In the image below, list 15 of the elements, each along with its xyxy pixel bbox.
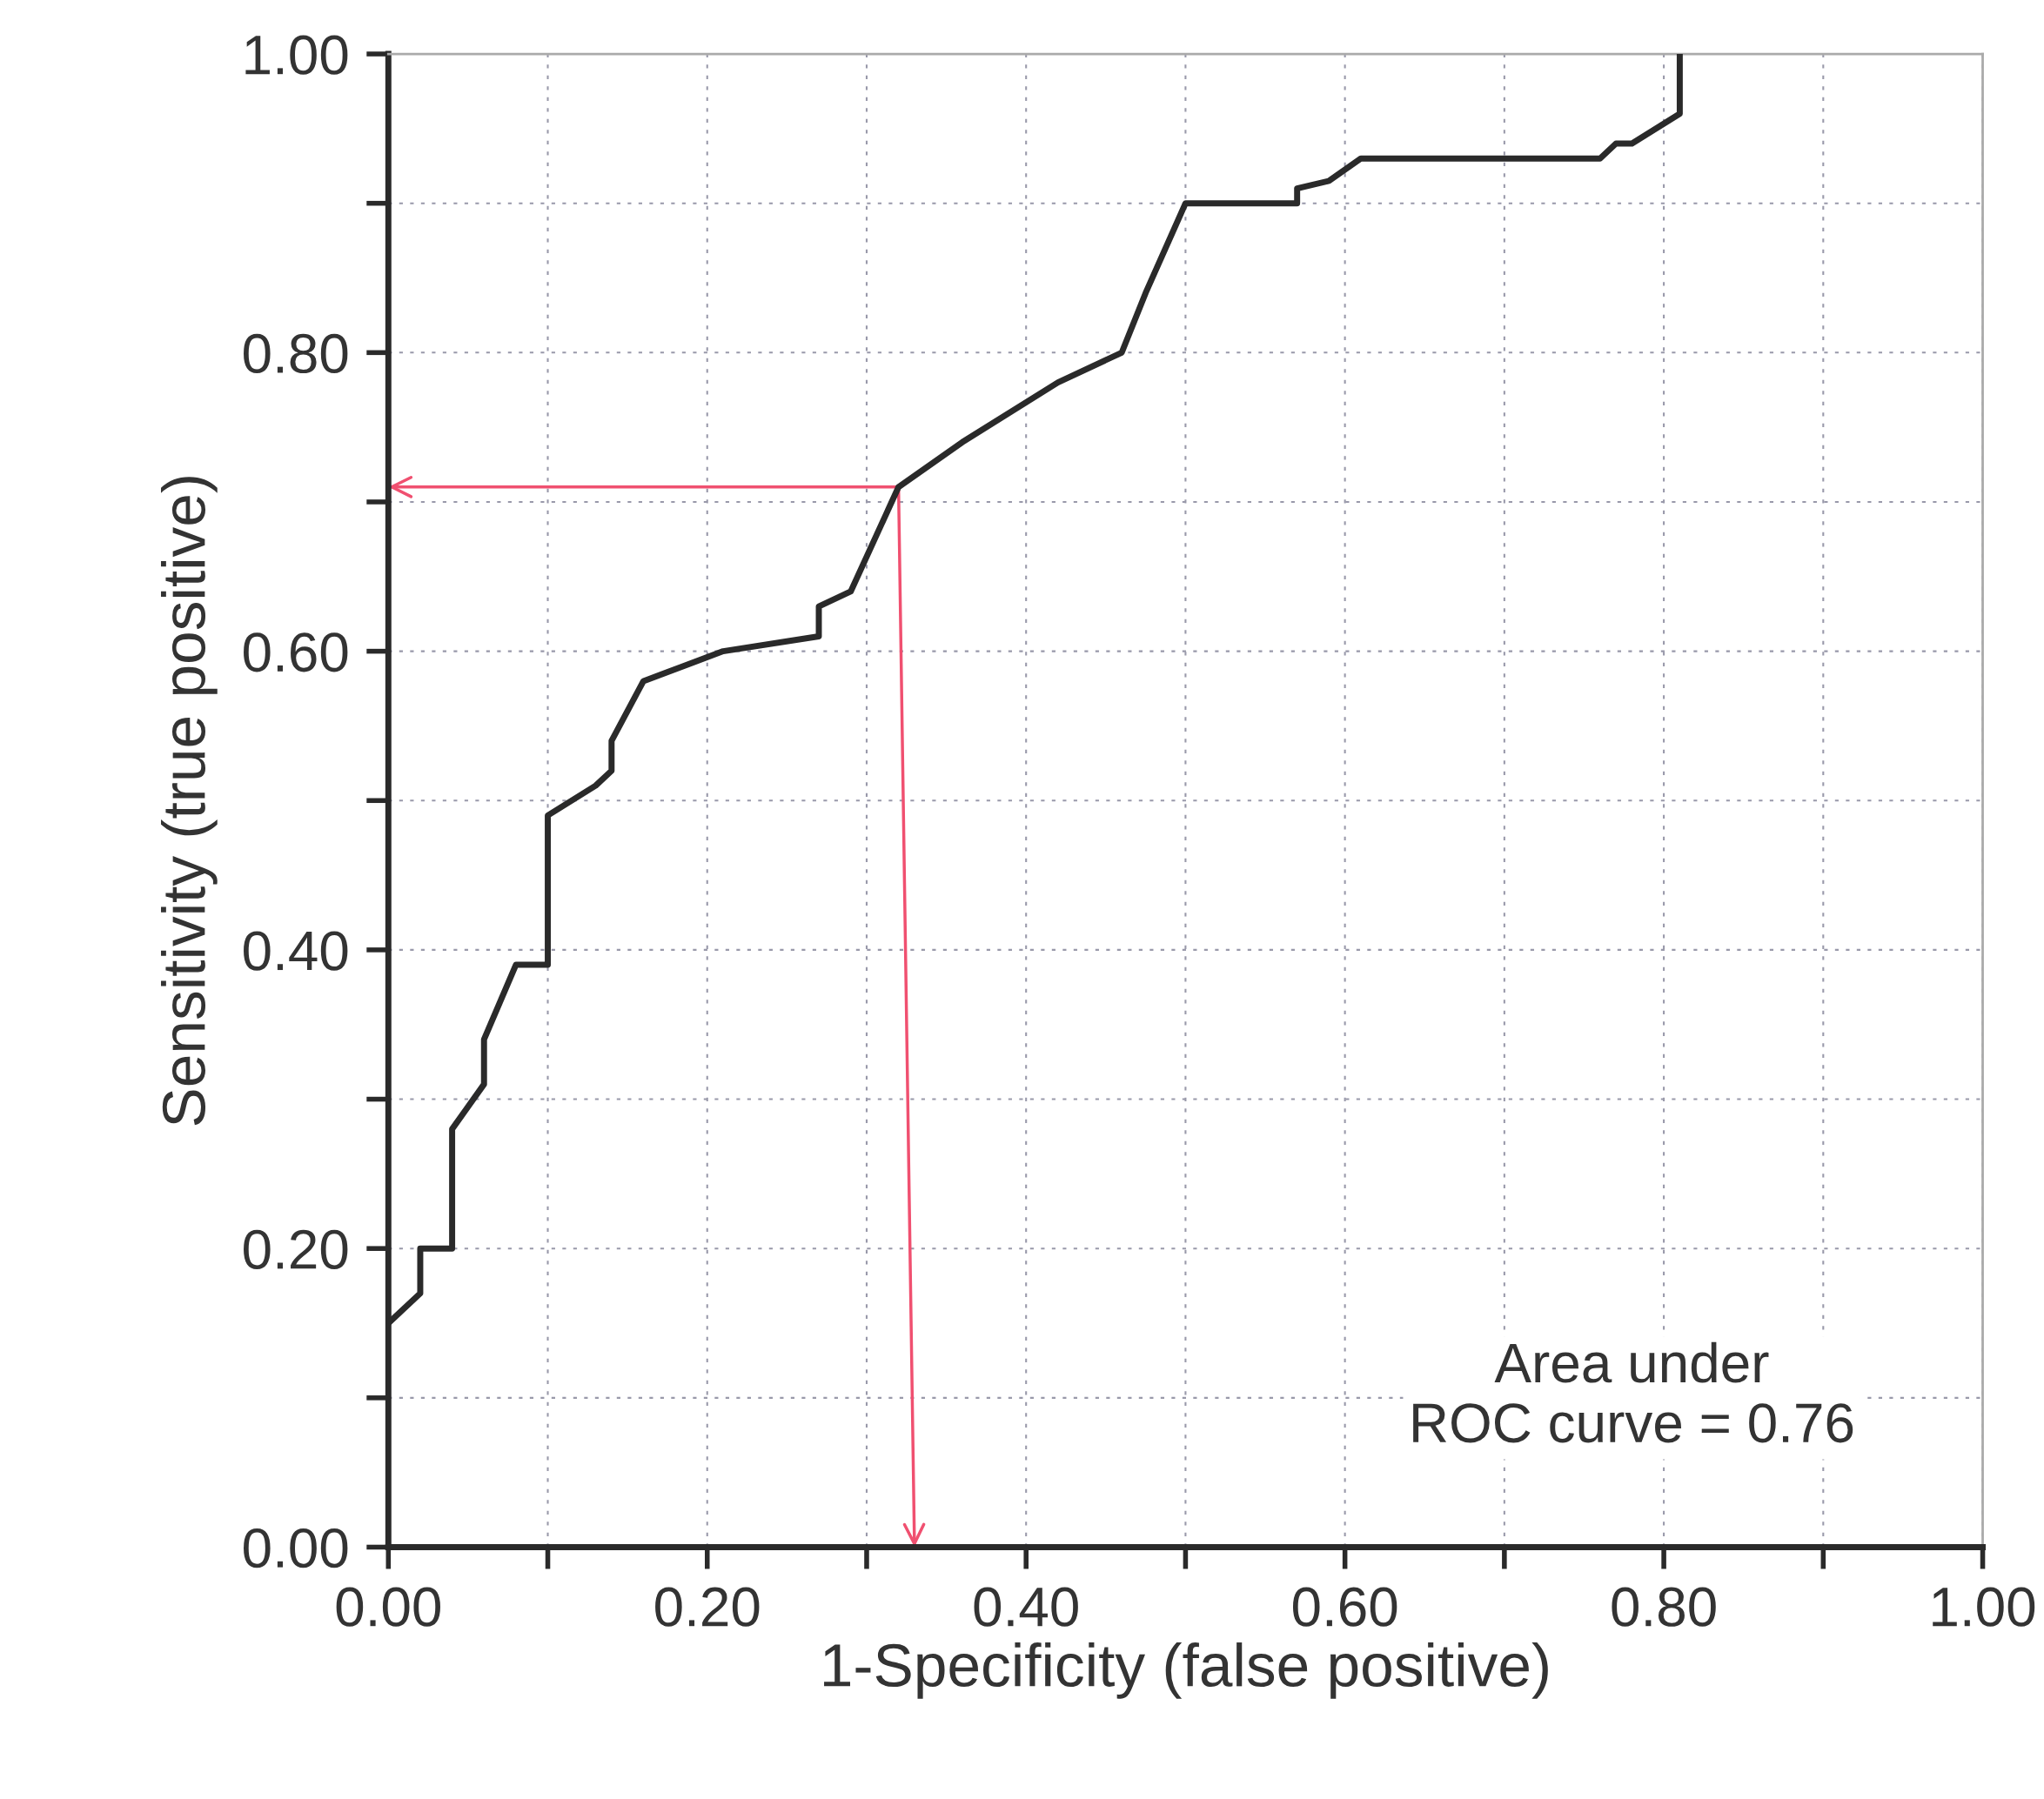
y-tick-label: 0.40 bbox=[244, 931, 348, 971]
y-tick-label: 0.00 bbox=[244, 1528, 348, 1568]
y-tick-label: 0.20 bbox=[244, 1229, 348, 1269]
y-axis-title: Sensitivity (true positive) bbox=[161, 477, 218, 1126]
y-tick-label: 0.60 bbox=[244, 632, 348, 672]
x-tick-label: 0.20 bbox=[655, 1587, 760, 1627]
x-axis-title: 1-Specificity (false positive) bbox=[824, 1642, 1548, 1699]
y-tick-label: 0.80 bbox=[244, 333, 348, 374]
x-tick-label: 1.00 bbox=[1933, 1587, 2035, 1627]
annotation: Area under ROC curve = 0.76 bbox=[1413, 1341, 1853, 1443]
x-tick-label: 0.00 bbox=[336, 1587, 440, 1627]
x-tick-label: 0.60 bbox=[1292, 1587, 1397, 1627]
x-tick-label: 0.80 bbox=[1612, 1587, 1716, 1627]
x-tick-label: 0.40 bbox=[974, 1587, 1078, 1627]
y-tick-label: 1.00 bbox=[245, 35, 348, 75]
